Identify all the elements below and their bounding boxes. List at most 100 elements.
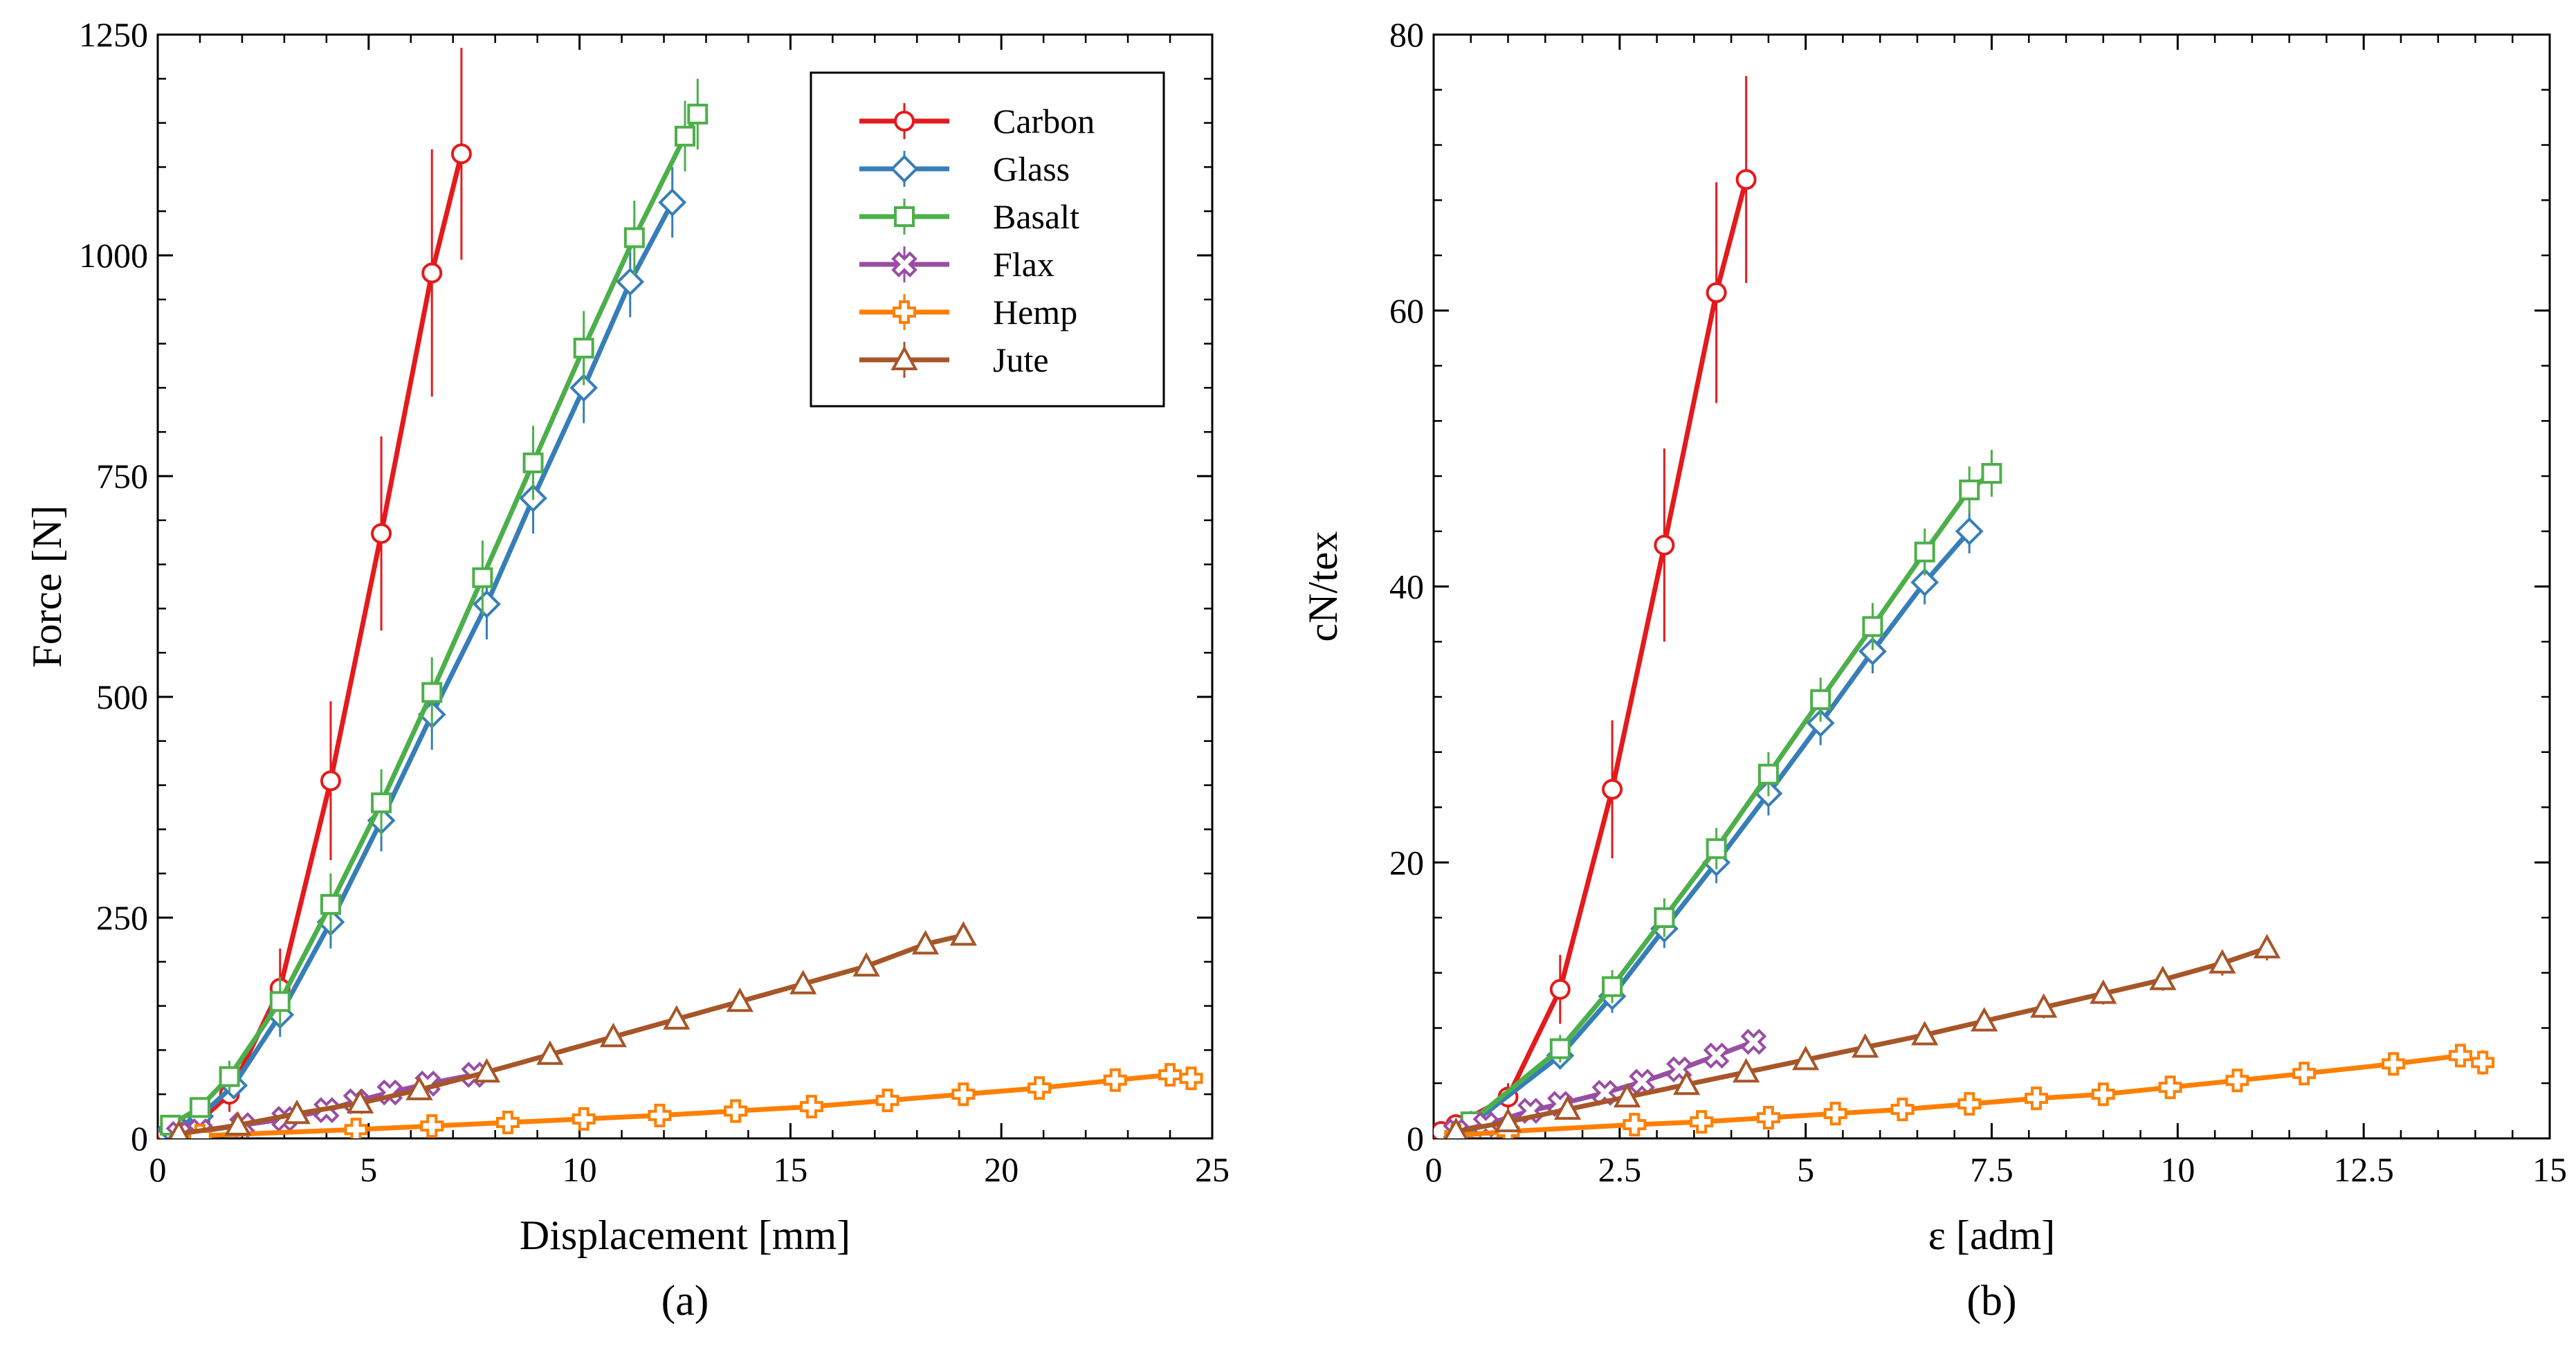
data-point — [473, 590, 501, 619]
series-basalt — [1460, 450, 2002, 1133]
y-tick-label: 750 — [96, 457, 148, 495]
data-point — [2209, 949, 2236, 974]
data-point — [616, 267, 645, 296]
x-tick-label: 25 — [1195, 1150, 1230, 1189]
data-point — [522, 452, 544, 473]
data-point — [726, 987, 753, 1012]
data-point — [371, 522, 392, 544]
legend-entry-flax: Flax — [859, 245, 1054, 284]
x-tick-label: 10 — [563, 1150, 597, 1189]
data-point — [2448, 1044, 2472, 1068]
data-point — [658, 188, 687, 217]
series-jute — [1444, 934, 2281, 1138]
series-line — [1438, 176, 1749, 1134]
y-tick-label: 60 — [1389, 291, 1424, 330]
legend-marker — [890, 154, 919, 183]
data-point — [1957, 1092, 1982, 1116]
data-point — [2382, 1052, 2406, 1076]
data-point — [495, 1111, 520, 1135]
data-point — [1549, 1038, 1571, 1059]
data-point — [623, 227, 645, 248]
x-tick-label: 15 — [2532, 1150, 2567, 1189]
data-point — [421, 262, 443, 284]
legend-label: Carbon — [993, 102, 1095, 140]
data-point — [1549, 979, 1571, 1000]
data-point — [1810, 689, 1831, 710]
data-point — [1629, 1068, 1655, 1095]
plot-frame — [1432, 33, 2551, 1140]
data-point — [1494, 1107, 1522, 1133]
data-point — [852, 952, 880, 977]
data-point — [951, 1082, 976, 1107]
x-tick-label: 0 — [149, 1150, 167, 1189]
data-point — [1959, 479, 1980, 500]
data-point — [599, 1022, 628, 1048]
x-tick-label: 5 — [1797, 1150, 1814, 1189]
legend-entry-jute: Jute — [859, 340, 1049, 379]
data-point — [1444, 1117, 1468, 1138]
data-point — [1732, 1057, 1760, 1083]
legend-marker — [893, 300, 916, 324]
series-line — [1468, 529, 1972, 1127]
series-glass — [1456, 509, 1984, 1138]
data-point — [675, 125, 695, 147]
legend-marker — [890, 345, 918, 370]
data-point — [799, 1095, 823, 1119]
data-point — [346, 1089, 374, 1113]
data-point — [269, 991, 291, 1012]
y-tick-label: 1250 — [79, 15, 148, 54]
series-hemp — [1444, 1044, 2495, 1138]
data-point — [283, 1099, 311, 1125]
panel-label: (b) — [1966, 1277, 2016, 1325]
data-point — [1179, 1066, 1203, 1091]
data-point — [1706, 282, 1727, 303]
data-point — [371, 792, 392, 814]
data-point — [2030, 993, 2058, 1018]
legend: Carbon Glass Basalt Flax Hemp Jute — [810, 71, 1165, 408]
data-point — [911, 929, 940, 955]
legend-marker — [894, 111, 915, 131]
panel-a: 0 5 10 15 20 25025050075010001250Displacement… — [24, 15, 1230, 1325]
legend-marker — [891, 251, 917, 278]
legend-label: Jute — [993, 340, 1049, 379]
data-point — [1654, 907, 1675, 928]
data-point — [687, 103, 709, 125]
legend-entry-glass: Glass — [859, 149, 1070, 188]
y-tick-label: 80 — [1389, 15, 1424, 54]
series-line — [197, 1072, 1194, 1138]
x-tick-label: 20 — [984, 1150, 1018, 1189]
legend-entry-hemp: Hemp — [859, 293, 1077, 331]
data-point — [1654, 534, 1675, 556]
data-point — [1806, 709, 1835, 738]
data-point — [420, 1114, 444, 1138]
data-point — [189, 1097, 210, 1118]
series-line — [1453, 945, 2269, 1134]
series-line — [1468, 471, 1994, 1125]
data-point — [569, 374, 599, 402]
data-point — [2149, 965, 2177, 990]
x-tick-label: 12.5 — [2333, 1150, 2394, 1189]
legend-label: Flax — [993, 245, 1054, 284]
y-tick-label: 40 — [1389, 567, 1424, 606]
series-basalt — [160, 78, 709, 1136]
data-point — [663, 1005, 691, 1030]
legend-entry-carbon: Carbon — [859, 102, 1095, 140]
data-point — [1027, 1076, 1052, 1100]
data-area — [158, 48, 1203, 1138]
data-point — [1862, 616, 1883, 637]
data-point — [1852, 1033, 1879, 1058]
legend-marker — [894, 206, 915, 227]
data-point — [224, 1111, 252, 1136]
data-point — [1823, 1102, 1847, 1126]
x-tick-label: 0 — [1425, 1150, 1443, 1189]
data-point — [2091, 1082, 2115, 1107]
y-axis-label: Force [N] — [24, 505, 70, 668]
legend-label: Glass — [993, 149, 1070, 188]
y-tick-label: 500 — [96, 677, 148, 716]
x-axis-label: Displacement [mm] — [520, 1212, 850, 1258]
x-tick-label: 15 — [773, 1150, 807, 1189]
data-point — [724, 1099, 748, 1123]
data-point — [1757, 763, 1779, 785]
data-point — [168, 1120, 190, 1138]
data-point — [1735, 169, 1757, 190]
